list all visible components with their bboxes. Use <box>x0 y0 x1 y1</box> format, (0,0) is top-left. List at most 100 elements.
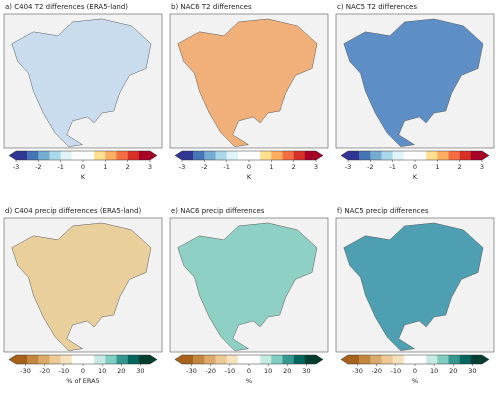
colorbar-tick-label: 30 <box>468 367 476 375</box>
colorbar-bin <box>403 355 416 364</box>
colorbar-extend <box>482 151 489 160</box>
panel-title: a) C404 T2 differences (ERA5-land) <box>5 3 128 11</box>
colorbar-tick-label: 20 <box>283 367 291 375</box>
colorbar-tick-label: -20 <box>39 367 50 375</box>
panel-title: f) NAC5 precip differences <box>337 207 429 215</box>
colorbar-bin <box>359 151 371 160</box>
colorbar-outline <box>8 354 158 365</box>
colorbar-tick-label: -1 <box>57 163 63 171</box>
colorbar-tick-label: -2 <box>367 163 373 171</box>
colorbar-label: % of ERA5 <box>66 377 100 385</box>
colorbar-bin <box>459 151 472 160</box>
colorbar-tick-label: -30 <box>20 367 31 375</box>
colorbar-bin <box>260 151 272 160</box>
colorbar-bin <box>282 355 294 364</box>
colorbar-bin <box>282 151 294 160</box>
colorbar-bin <box>204 355 216 364</box>
colorbar-bin <box>226 151 239 160</box>
colorbar-bin <box>127 355 140 364</box>
colorbar-bin <box>370 151 382 160</box>
colorbar-bin <box>193 151 205 160</box>
colorbar-bin <box>403 151 416 160</box>
colorbar-bin <box>249 151 261 160</box>
colorbar-tick-label: 1 <box>103 163 107 171</box>
colorbar-bin <box>370 355 382 364</box>
colorbar-bin <box>83 151 95 160</box>
colorbar-extend <box>341 151 348 160</box>
colorbar-label: K <box>247 173 252 181</box>
colorbar-tick-label: 0 <box>413 163 417 171</box>
colorbar-bin <box>237 355 250 364</box>
colorbar-tick-label: -10 <box>225 367 236 375</box>
colorbar-tick-label: 1 <box>269 163 273 171</box>
colorbar-label: K <box>413 173 418 181</box>
colorbar-tick-label: 3 <box>314 163 318 171</box>
colorbar-label: % <box>412 377 418 385</box>
colorbar-bin <box>60 355 73 364</box>
colorbar-label: K <box>81 173 86 181</box>
colorbar-bin <box>381 151 393 160</box>
colorbar-tick-label: 0 <box>413 367 417 375</box>
colorbar-tick-label: -30 <box>186 367 197 375</box>
colorbar-bin <box>27 355 39 364</box>
colorbar-tick-label: -20 <box>371 367 382 375</box>
colorbar-bin <box>215 151 227 160</box>
colorbar-bin <box>459 355 472 364</box>
colorbar-bin <box>260 355 272 364</box>
colorbar-bin <box>116 355 128 364</box>
panel: b) NAC6 T2 differences -3 -2 -1 0 1 2 3 K <box>169 3 329 181</box>
colorbar-bin <box>348 151 360 160</box>
colorbar-bin <box>193 355 205 364</box>
colorbar-extend <box>316 151 323 160</box>
colorbar-bin <box>105 151 117 160</box>
colorbar-bin <box>71 151 84 160</box>
colorbar-bin <box>304 151 317 160</box>
panel: e) NAC6 precip differences -30 -20 -10 0 10 20… <box>169 207 329 385</box>
colorbar-bin <box>49 151 61 160</box>
colorbar-tick-label: 0 <box>247 163 251 171</box>
colorbar-tick-label: 20 <box>449 367 457 375</box>
colorbar-bin <box>470 151 483 160</box>
colorbar-tick-label: 20 <box>117 367 125 375</box>
colorbar-bin <box>226 355 239 364</box>
colorbar-extend <box>9 355 16 364</box>
colorbar-extend <box>150 151 157 160</box>
colorbar-tick-label: 0 <box>81 163 85 171</box>
colorbar-bin <box>138 355 151 364</box>
panel-title: b) NAC6 T2 differences <box>171 3 252 11</box>
colorbar-bin <box>448 151 460 160</box>
colorbar-bin <box>426 355 438 364</box>
colorbar-bin <box>60 151 73 160</box>
colorbar-extend <box>150 355 157 364</box>
colorbar-tick-label: 3 <box>480 163 484 171</box>
panel-title: e) NAC6 precip differences <box>171 207 265 215</box>
colorbar-bin <box>359 355 371 364</box>
colorbar-tick-label: -1 <box>223 163 229 171</box>
colorbar-bin <box>271 151 283 160</box>
colorbar-tick-label: -10 <box>391 367 402 375</box>
colorbar-label: % <box>246 377 252 385</box>
panels: a) C404 T2 differences (ERA5-land) -3 -2 -1… <box>3 3 495 385</box>
colorbar-bin <box>437 151 449 160</box>
colorbar-extend <box>316 355 323 364</box>
panel: c) NAC5 T2 differences -3 -2 -1 0 1 2 3 K <box>335 3 495 181</box>
colorbar-bin <box>94 151 106 160</box>
colorbar-bin <box>293 355 306 364</box>
colorbar-bin <box>304 355 317 364</box>
colorbar-bin <box>392 151 405 160</box>
colorbar-tick-label: 0 <box>81 367 85 375</box>
colorbar-bin <box>392 355 405 364</box>
colorbar-tick-label: 1 <box>435 163 439 171</box>
colorbar-extend <box>341 355 348 364</box>
colorbar-tick-label: 0 <box>247 367 251 375</box>
colorbar-bin <box>16 151 28 160</box>
colorbar-tick-label: -1 <box>389 163 395 171</box>
colorbar-bin <box>182 355 194 364</box>
panel-title: c) NAC5 T2 differences <box>337 3 417 11</box>
colorbar-bin <box>415 355 427 364</box>
colorbar-bin <box>83 355 95 364</box>
colorbar-tick-label: -2 <box>35 163 41 171</box>
colorbar-bin <box>105 355 117 364</box>
colorbar-outline <box>340 354 490 365</box>
